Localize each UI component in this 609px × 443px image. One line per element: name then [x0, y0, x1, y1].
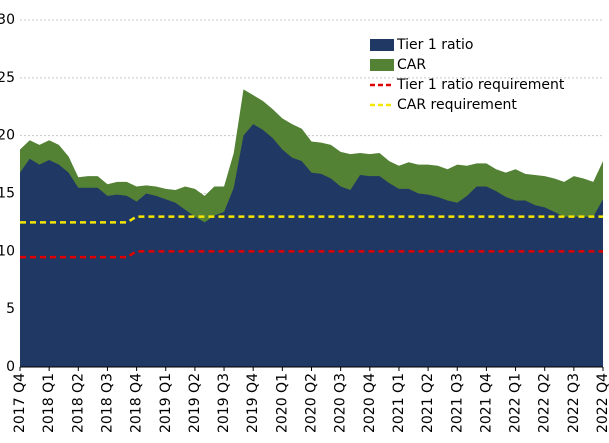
x-tick-label: 2020 Q1	[274, 373, 290, 433]
legend-label: Tier 1 ratio	[396, 37, 473, 53]
x-tick-label: 2019 Q1	[158, 373, 174, 433]
y-tick-label: 10	[0, 243, 15, 259]
x-tick-label: 2021 Q2	[420, 373, 436, 433]
x-tick-label: 2022 Q3	[566, 373, 582, 433]
legend-label: CAR requirement	[397, 97, 517, 113]
x-tick-label: 2019 Q2	[187, 373, 203, 433]
x-tick-label: 2018 Q4	[129, 373, 145, 433]
legend-swatch	[370, 39, 394, 51]
legend-label: CAR	[397, 57, 426, 73]
x-tick-label: 2018 Q3	[99, 373, 115, 433]
area	[20, 124, 603, 367]
x-tick-label: 2020 Q3	[333, 373, 349, 433]
y-tick-label: 25	[0, 70, 15, 86]
x-tick-label: 2020 Q4	[362, 373, 378, 433]
x-tick-label: 2022 Q4	[595, 373, 609, 433]
x-tick-label: 2018 Q2	[70, 373, 86, 433]
y-tick-label: 0	[6, 359, 15, 375]
x-tick-label: 2019 Q4	[245, 373, 261, 433]
x-tick-label: 2021 Q1	[391, 373, 407, 433]
x-tick-label: 2021 Q4	[478, 373, 494, 433]
x-tick-label: 2017 Q4	[12, 373, 28, 433]
legend-swatch	[370, 59, 394, 71]
y-tick-label: 20	[0, 128, 15, 144]
y-tick-label: 30	[0, 12, 15, 28]
x-tick-label: 2019 Q3	[216, 373, 232, 433]
x-tick-label: 2021 Q3	[449, 373, 465, 433]
x-tick-label: 2022 Q2	[537, 373, 553, 433]
line	[20, 215, 603, 224]
legend-label: Tier 1 ratio requirement	[396, 77, 565, 93]
y-tick-label: 15	[0, 186, 15, 202]
x-tick-label: 2020 Q2	[304, 373, 320, 433]
line	[20, 250, 603, 259]
x-tick-label: 2022 Q1	[508, 373, 524, 433]
y-tick-label: 5	[6, 301, 15, 317]
x-tick-label: 2018 Q1	[41, 373, 57, 433]
